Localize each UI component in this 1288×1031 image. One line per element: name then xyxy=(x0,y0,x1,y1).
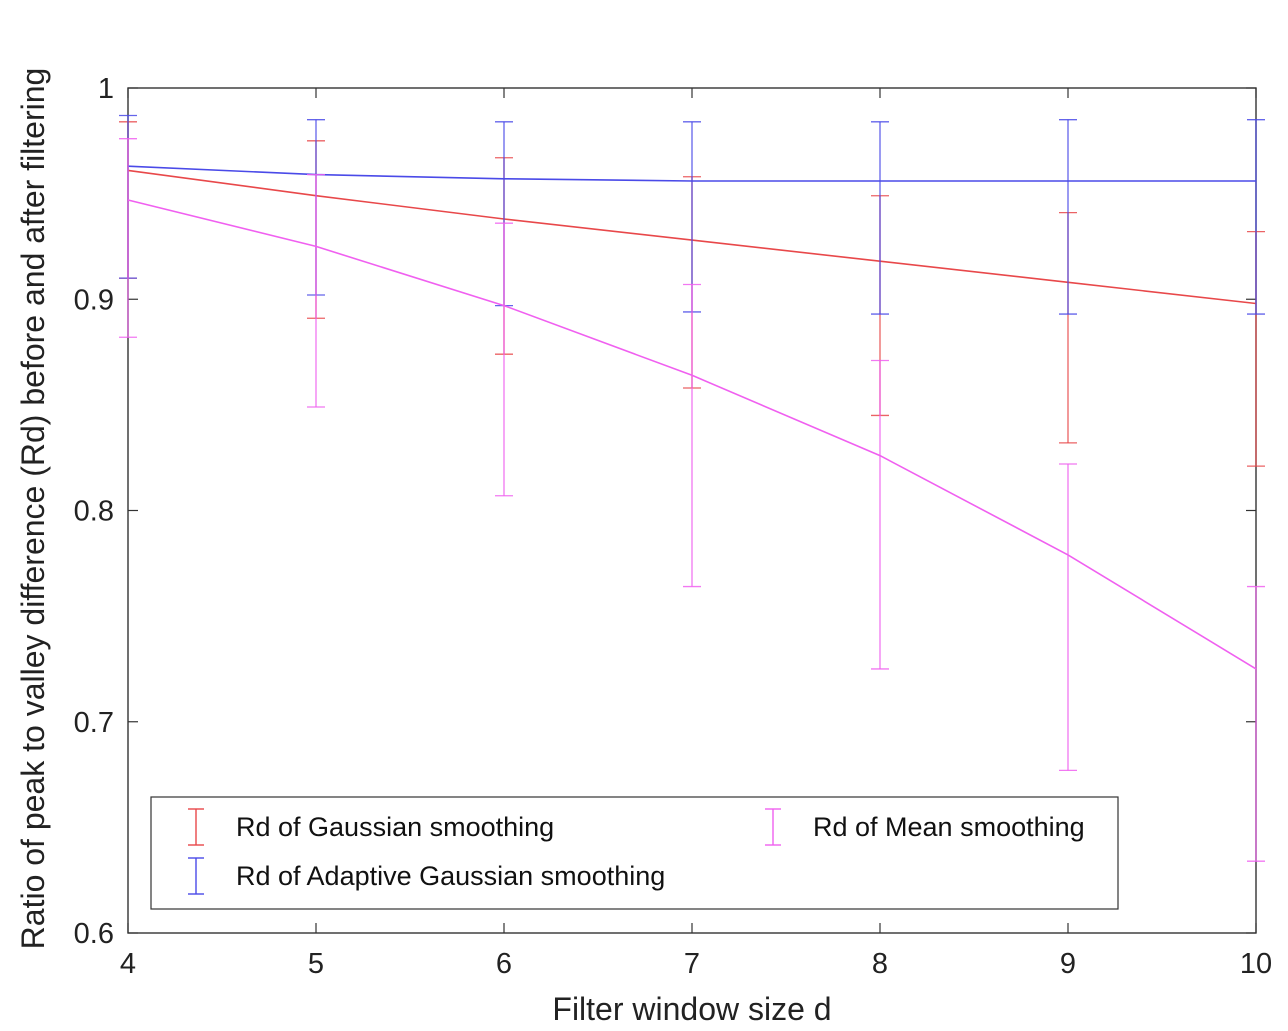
x-axis-title: Filter window size d xyxy=(552,991,831,1027)
y-tick-label: 0.7 xyxy=(74,707,114,739)
x-tick-label: 7 xyxy=(684,948,700,980)
series-2 xyxy=(119,138,1265,862)
x-tick-label: 5 xyxy=(308,948,324,980)
y-axis-title: Ratio of peak to valley difference (Rd) … xyxy=(15,68,51,950)
x-tick-label: 4 xyxy=(120,948,136,980)
x-tick-label: 10 xyxy=(1240,948,1272,980)
y-tick-label: 0.8 xyxy=(74,496,114,528)
y-tick-label: 1 xyxy=(98,73,114,105)
y-axis: 0.6 0.7 0.8 0.9 1 xyxy=(74,73,1256,950)
x-tick-label: 8 xyxy=(872,948,888,980)
x-tick-label: 6 xyxy=(496,948,512,980)
legend-entry-1: Rd of Adaptive Gaussian smoothing xyxy=(188,857,665,895)
y-tick-label: 0.6 xyxy=(74,918,114,950)
series-layer xyxy=(119,114,1265,862)
legend-entry-2: Rd of Mean smoothing xyxy=(765,808,1085,846)
x-tick-label: 9 xyxy=(1060,948,1076,980)
legend-label: Rd of Gaussian smoothing xyxy=(236,812,554,842)
legend-entry-0: Rd of Gaussian smoothing xyxy=(188,808,554,846)
legend-label: Rd of Adaptive Gaussian smoothing xyxy=(236,861,665,891)
legend: Rd of Gaussian smoothing Rd of Adaptive G… xyxy=(150,796,1119,910)
y-tick-label: 0.9 xyxy=(74,284,114,316)
legend-label: Rd of Mean smoothing xyxy=(813,812,1085,842)
x-axis: 4 5 6 7 8 9 10 xyxy=(120,88,1272,980)
legend-box xyxy=(150,796,1119,910)
